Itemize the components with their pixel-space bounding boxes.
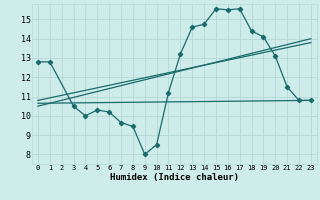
X-axis label: Humidex (Indice chaleur): Humidex (Indice chaleur) xyxy=(110,173,239,182)
